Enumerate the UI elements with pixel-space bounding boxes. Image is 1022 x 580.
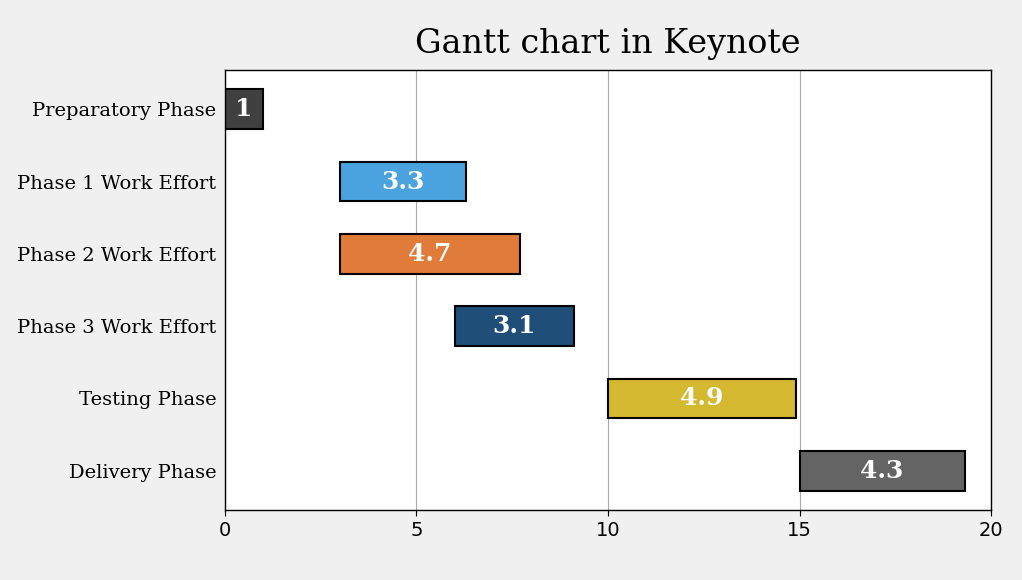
Text: 1: 1 — [235, 97, 252, 121]
Bar — [608, 379, 796, 418]
Bar — [799, 451, 965, 491]
Text: 3.3: 3.3 — [381, 169, 425, 194]
Bar — [225, 89, 264, 129]
Text: 4.3: 4.3 — [861, 459, 903, 483]
Bar — [339, 162, 466, 201]
Text: 4.7: 4.7 — [408, 242, 452, 266]
Bar — [455, 306, 573, 346]
Title: Gantt chart in Keynote: Gantt chart in Keynote — [415, 28, 801, 60]
Text: 3.1: 3.1 — [493, 314, 536, 338]
Bar — [339, 234, 520, 274]
Text: 4.9: 4.9 — [681, 386, 724, 411]
